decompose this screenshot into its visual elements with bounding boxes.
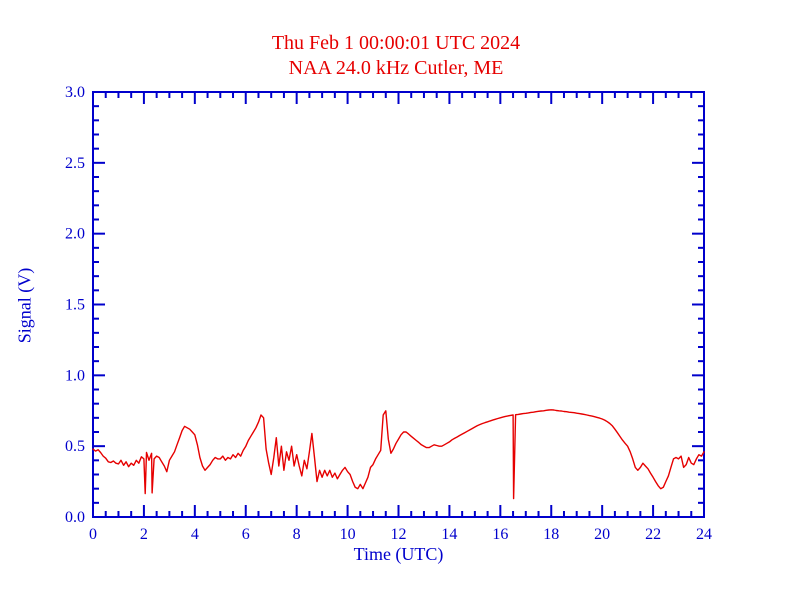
x-tick-label: 10 xyxy=(340,526,356,543)
signal-trace xyxy=(92,409,705,500)
x-axis-label: Time (UTC) xyxy=(353,544,444,564)
chart-title-block: Thu Feb 1 00:00:01 UTC 2024 NAA 24.0 kHz… xyxy=(0,31,792,81)
y-tick-label: 0.0 xyxy=(65,509,85,526)
x-tick-label: 4 xyxy=(191,526,199,543)
chart-subtitle: NAA 24.0 kHz Cutler, ME xyxy=(288,57,504,79)
chart-title: Thu Feb 1 00:00:01 UTC 2024 xyxy=(271,32,521,54)
y-tick-label: 2.5 xyxy=(65,155,85,172)
x-tick-label: 0 xyxy=(89,526,97,543)
x-tick-label: 24 xyxy=(696,526,712,543)
y-tick-label: 3.0 xyxy=(65,84,85,101)
y-tick-label: 0.5 xyxy=(65,438,85,455)
x-tick-label: 18 xyxy=(543,526,559,543)
x-tick-label: 16 xyxy=(492,526,508,543)
y-tick-label: 1.5 xyxy=(65,297,85,314)
y-tick-label: 1.0 xyxy=(65,367,85,384)
x-tick-label: 2 xyxy=(140,526,148,543)
x-tick-label: 22 xyxy=(645,526,661,543)
x-tick-label: 8 xyxy=(293,526,301,543)
y-tick-label: 2.0 xyxy=(65,226,85,243)
plot-frame xyxy=(92,91,705,518)
y-axis-label: Signal (V) xyxy=(14,267,35,344)
x-tick-label: 12 xyxy=(391,526,407,543)
x-tick-label: 14 xyxy=(441,526,457,543)
x-tick-label: 20 xyxy=(594,526,610,543)
x-tick-label: 6 xyxy=(242,526,250,543)
